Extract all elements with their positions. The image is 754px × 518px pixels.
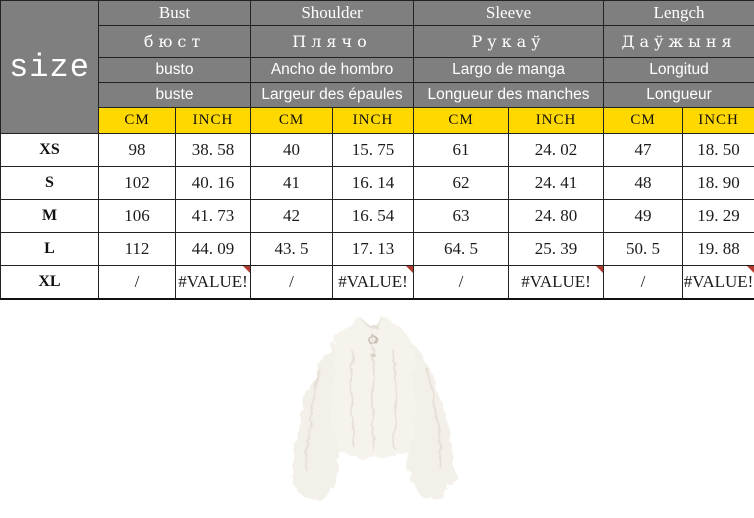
table-row-xs: XS 98 38. 58 40 15. 75 61 24. 02 47 18. … bbox=[0, 133, 754, 167]
product-photo-jacket bbox=[266, 300, 481, 518]
error-indicator-icon bbox=[406, 266, 413, 273]
cell-value: 64. 5 bbox=[413, 232, 510, 266]
table-row-s: S 102 40. 16 41 16. 14 62 24. 41 48 18. … bbox=[0, 166, 754, 200]
cell-value-error: #VALUE! bbox=[508, 265, 605, 299]
unit-header-cm: CM bbox=[98, 107, 176, 134]
group-header-length-french: Longueur bbox=[603, 82, 754, 108]
cell-value: 16. 54 bbox=[331, 199, 415, 233]
group-header-shoulder-french: Largeur des épaules bbox=[249, 82, 415, 108]
cell-value: 40 bbox=[250, 133, 333, 167]
group-header-bust-cyrillic: бюст bbox=[98, 25, 251, 58]
cell-value: 43. 5 bbox=[250, 232, 333, 266]
unit-header-inch: INCH bbox=[175, 107, 251, 134]
group-header-bust: Bust bbox=[98, 0, 251, 26]
cell-value: 41 bbox=[250, 166, 333, 200]
error-indicator-icon bbox=[243, 266, 250, 273]
cell-value: 42 bbox=[250, 199, 333, 233]
group-header-bust-french: buste bbox=[98, 82, 251, 108]
cell-value: 24. 41 bbox=[508, 166, 605, 200]
row-label: L bbox=[0, 232, 99, 266]
cell-value: 16. 14 bbox=[331, 166, 415, 200]
cell-value-error: #VALUE! bbox=[682, 265, 754, 299]
cell-value: 38. 58 bbox=[175, 133, 251, 167]
group-header-shoulder-cyrillic: Плячо bbox=[249, 25, 415, 58]
cell-value: 15. 75 bbox=[331, 133, 415, 167]
row-label: XS bbox=[0, 133, 99, 167]
cell-value: 61 bbox=[413, 133, 510, 167]
unit-header-cm: CM bbox=[250, 107, 333, 134]
row-label: M bbox=[0, 199, 99, 233]
unit-header-inch: INCH bbox=[331, 107, 415, 134]
row-label: XL bbox=[0, 265, 99, 299]
cell-value-error: #VALUE! bbox=[175, 265, 251, 299]
table-row-l: L 112 44. 09 43. 5 17. 13 64. 5 25. 39 5… bbox=[0, 232, 754, 266]
group-header-shoulder: Shoulder bbox=[249, 0, 415, 26]
cell-value: 44. 09 bbox=[175, 232, 251, 266]
cell-value: 17. 13 bbox=[331, 232, 415, 266]
cell-value: 25. 39 bbox=[508, 232, 605, 266]
cell-value: 40. 16 bbox=[175, 166, 251, 200]
cell-value: 18. 90 bbox=[682, 166, 754, 200]
row-label: S bbox=[0, 166, 99, 200]
size-title-cell: size bbox=[0, 0, 99, 134]
cell-value: 102 bbox=[98, 166, 176, 200]
unit-header-cm: CM bbox=[413, 107, 510, 134]
unit-header-inch: INCH bbox=[682, 107, 754, 134]
cell-value: 112 bbox=[98, 232, 176, 266]
unit-header-cm: CM bbox=[603, 107, 684, 134]
cell-value: / bbox=[98, 265, 176, 299]
cell-value: 63 bbox=[413, 199, 510, 233]
unit-header-inch: INCH bbox=[508, 107, 605, 134]
group-header-sleeve-cyrillic: Рукаў bbox=[413, 25, 605, 58]
size-chart-table: size Bust Shoulder Sleeve Lengch бюст Пл… bbox=[0, 0, 754, 300]
group-header-length-cyrillic: Даўжыня bbox=[603, 25, 754, 58]
group-header-shoulder-spanish: Ancho de hombro bbox=[249, 57, 415, 83]
cell-value: 106 bbox=[98, 199, 176, 233]
cell-value: 50. 5 bbox=[603, 232, 684, 266]
cell-value: 98 bbox=[98, 133, 176, 167]
group-header-sleeve-spanish: Largo de manga bbox=[413, 57, 605, 83]
cell-value: 18. 50 bbox=[682, 133, 754, 167]
group-header-length: Lengch bbox=[603, 0, 754, 26]
group-header-bust-spanish: busto bbox=[98, 57, 251, 83]
table-row-xl: XL / #VALUE! / #VALUE! / #VALUE! / #VALU… bbox=[0, 265, 754, 299]
cell-value: 49 bbox=[603, 199, 684, 233]
group-header-sleeve: Sleeve bbox=[413, 0, 605, 26]
cell-value: 62 bbox=[413, 166, 510, 200]
group-header-sleeve-french: Longueur des manches bbox=[413, 82, 605, 108]
error-indicator-icon bbox=[596, 266, 603, 273]
cell-value: 19. 88 bbox=[682, 232, 754, 266]
cell-value: / bbox=[603, 265, 684, 299]
cell-value: 19. 29 bbox=[682, 199, 754, 233]
cell-value: 47 bbox=[603, 133, 684, 167]
cell-value-error: #VALUE! bbox=[331, 265, 415, 299]
error-indicator-icon bbox=[747, 266, 754, 273]
cell-value: / bbox=[250, 265, 333, 299]
table-row-m: M 106 41. 73 42 16. 54 63 24. 80 49 19. … bbox=[0, 199, 754, 233]
cell-value: 48 bbox=[603, 166, 684, 200]
cell-value: 24. 02 bbox=[508, 133, 605, 167]
cell-value: 41. 73 bbox=[175, 199, 251, 233]
group-header-length-spanish: Longitud bbox=[603, 57, 754, 83]
cell-value: / bbox=[413, 265, 510, 299]
cell-value: 24. 80 bbox=[508, 199, 605, 233]
